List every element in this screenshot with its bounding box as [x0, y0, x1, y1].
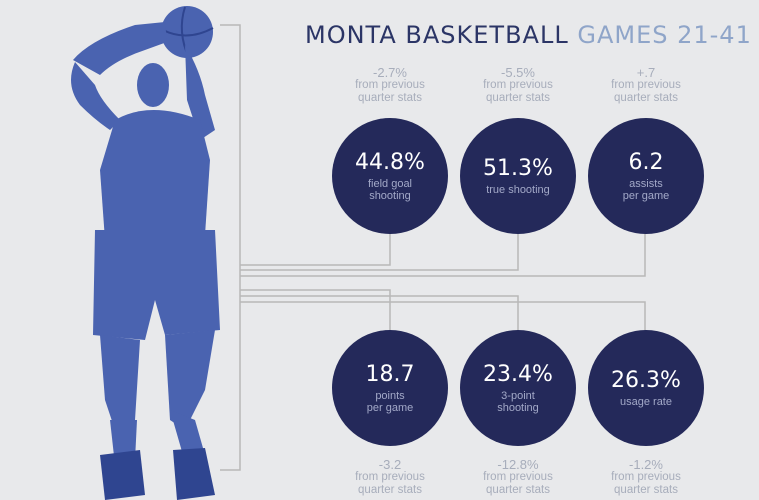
stat-delta-true-shooting: -5.5% from previous quarter stats [483, 65, 553, 104]
stat-circle-field-goal: 44.8% field goal shooting [332, 118, 448, 234]
stat-delta-usage-rate: -1.2% from previous quarter stats [611, 457, 681, 496]
stat-delta-assists: +.7 from previous quarter stats [611, 65, 681, 104]
title-accent: GAMES 21-41 [577, 21, 752, 49]
title-primary: MONTA BASKETBALL [305, 21, 569, 49]
page-title: MONTA BASKETBALL GAMES 21-41 [305, 20, 751, 50]
stat-delta-3-point: -12.8% from previous quarter stats [483, 457, 553, 496]
stat-delta-field-goal: -2.7% from previous quarter stats [355, 65, 425, 104]
stat-delta-points: -3.2 from previous quarter stats [355, 457, 425, 496]
basketball-player-illustration [71, 6, 220, 500]
stat-circle-points: 18.7 points per game [332, 330, 448, 446]
basketball-icon [161, 6, 213, 58]
stat-circle-true-shooting: 51.3% true shooting [460, 118, 576, 234]
stat-circle-usage-rate: 26.3% usage rate [588, 330, 704, 446]
stat-circle-assists: 6.2 assists per game [588, 118, 704, 234]
stat-circle-3-point: 23.4% 3-point shooting [460, 330, 576, 446]
